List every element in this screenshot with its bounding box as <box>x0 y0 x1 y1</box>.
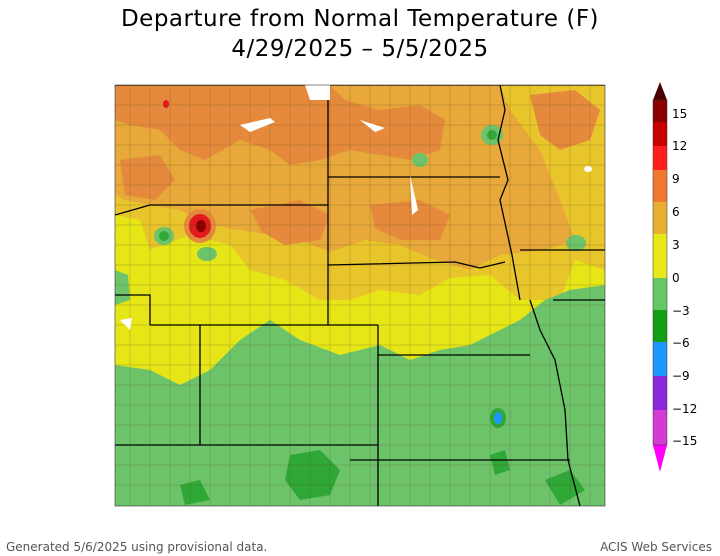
zone-minus-6-spot <box>494 412 502 424</box>
legend-bottom-arrow <box>653 445 667 472</box>
legend-band-0 <box>653 234 667 278</box>
legend-band-12 <box>653 122 667 146</box>
generated-note: Generated 5/6/2025 using provisional dat… <box>6 540 268 554</box>
map-frame <box>114 84 606 507</box>
legend-tick: −15 <box>672 434 698 448</box>
legend-band-minus-3 <box>653 278 667 310</box>
legend-band-6 <box>653 170 667 202</box>
zone-minus-3-to-minus-6-b <box>180 480 210 505</box>
zone-0-to-minus-3 <box>115 285 605 506</box>
zone-small-red-spot <box>163 100 169 108</box>
zone-6-to-9-west <box>120 155 175 200</box>
legend-top-arrow <box>653 82 667 100</box>
map-date-range: 4/29/2025 – 5/5/2025 <box>231 36 489 62</box>
source-credit: ACIS Web Services <box>600 540 712 554</box>
zone-green-spot-e <box>566 235 586 251</box>
legend-tick: −12 <box>672 402 698 416</box>
zone-0-to-minus-3-w <box>115 270 130 305</box>
zone-minus-3-to-minus-6-d <box>545 470 585 505</box>
legend-band-9 <box>653 146 667 170</box>
legend-band-minus-15 <box>653 410 667 445</box>
legend-band-minus-6 <box>653 310 667 342</box>
legend-band-minus-12 <box>653 376 667 410</box>
legend-band-15 <box>653 100 667 122</box>
legend-tick: 6 <box>672 205 680 219</box>
zone-green-core-w <box>159 231 169 241</box>
legend-tick: −3 <box>672 304 690 318</box>
legend-band-3 <box>653 202 667 234</box>
zone-minus-3-to-minus-6-a <box>285 450 340 500</box>
zone-hotspot-core <box>196 220 206 232</box>
lakes <box>120 85 592 330</box>
zone-green-core-ne <box>487 130 497 140</box>
legend-tick: −6 <box>672 336 690 350</box>
zone-minus-3-to-minus-6-c <box>490 450 510 475</box>
legend-colorbar <box>652 82 668 472</box>
legend-tick: −9 <box>672 369 690 383</box>
legend-tick: 9 <box>672 172 680 186</box>
map-fill <box>115 85 605 506</box>
legend-tick: 12 <box>672 139 688 153</box>
zone-green-spot-c <box>197 247 217 261</box>
legend-tick: 0 <box>672 271 680 285</box>
legend-tick: 3 <box>672 238 680 252</box>
legend-band-minus-9 <box>653 342 667 376</box>
legend-tick: 15 <box>672 107 688 121</box>
map-title: Departure from Normal Temperature (F) <box>120 6 600 32</box>
zone-green-spot-n <box>412 153 428 167</box>
state-boundaries <box>115 85 605 506</box>
zone-0-to-minus-3-sw <box>115 400 160 455</box>
